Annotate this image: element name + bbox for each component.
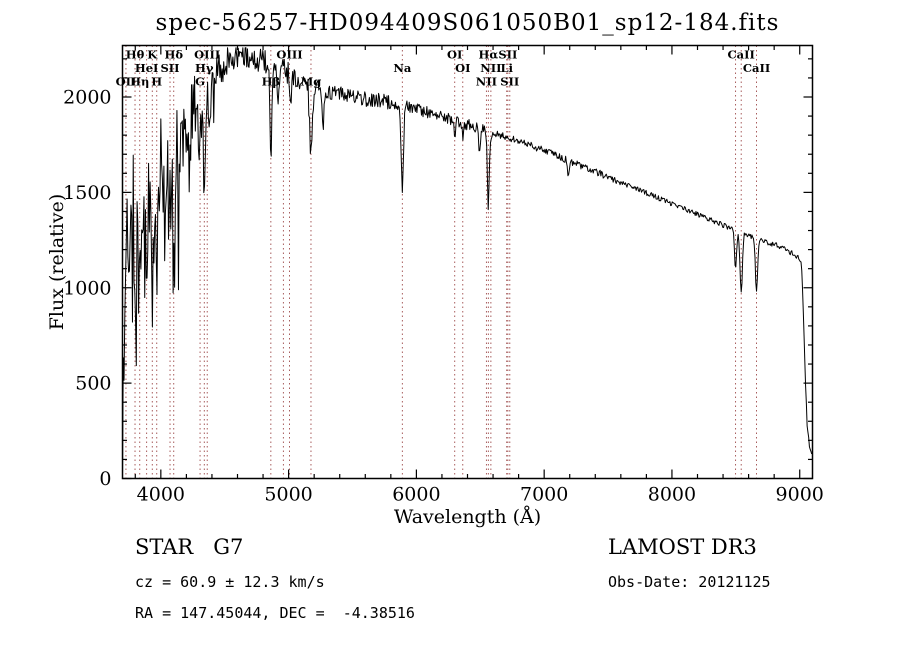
spectral-line-label: Li [500, 61, 513, 75]
svg-text:1500: 1500 [63, 182, 111, 204]
spectral-line-label: H [151, 75, 162, 89]
spectral-line-label: Mg [301, 75, 322, 89]
svg-text:2000: 2000 [63, 87, 111, 109]
svg-text:9000: 9000 [776, 484, 824, 506]
svg-text:0: 0 [99, 468, 111, 490]
svg-text:7000: 7000 [520, 484, 568, 506]
spectral-line-label: Hα [478, 48, 498, 62]
spectral-line-label: SII [498, 48, 517, 62]
svg-text:8000: 8000 [648, 484, 696, 506]
svg-text:1000: 1000 [63, 277, 111, 299]
spectral-line-label: CaII [728, 48, 755, 62]
spectrum-filename-title: spec-56257-HD094409S061050B01_sp12-184.f… [155, 10, 780, 36]
spectral-line-label: OI [455, 61, 470, 75]
ra-dec: RA = 147.45044, DEC = -4.38516 [135, 604, 415, 622]
spectral-line-label: CaII [743, 61, 770, 75]
spectral-line-label: Hη [130, 75, 149, 89]
spectral-line-label: Hδ [164, 48, 183, 62]
spectral-line-label: Na [393, 61, 412, 75]
spectral-line-label: OIII [276, 48, 302, 62]
spectral-line-label: OI [447, 48, 462, 62]
spectral-line-label: K [147, 48, 158, 62]
spectral-line-label: Hβ [262, 75, 281, 89]
spectral-line-label: Hθ [126, 48, 145, 62]
obs-date: Obs-Date: 20121125 [608, 573, 771, 591]
spectral-line-label: G [195, 75, 205, 89]
svg-text:4000: 4000 [137, 484, 185, 506]
svg-text:500: 500 [75, 373, 111, 395]
y-axis-label: Flux (relative) [46, 193, 68, 331]
spectral-line-label: SII [500, 75, 519, 89]
cz-value: cz = 60.9 ± 12.3 km/s [135, 573, 325, 591]
spectral-line-label: OIII [194, 48, 220, 62]
spectral-line-label: SII [160, 61, 179, 75]
spectral-line-label: HeI [135, 61, 159, 75]
survey-release-label: LAMOST DR3 [608, 535, 757, 559]
spectral-line-label: NII [476, 75, 497, 89]
svg-text:5000: 5000 [264, 484, 312, 506]
spectral-line-label: Hγ [195, 61, 214, 75]
x-axis-label: Wavelength (Å) [393, 506, 542, 528]
spectral-line-label: OII [116, 75, 137, 89]
spectral-line-label: NII [480, 61, 501, 75]
svg-text:6000: 6000 [392, 484, 440, 506]
object-class-label: STAR G7 [135, 535, 244, 559]
